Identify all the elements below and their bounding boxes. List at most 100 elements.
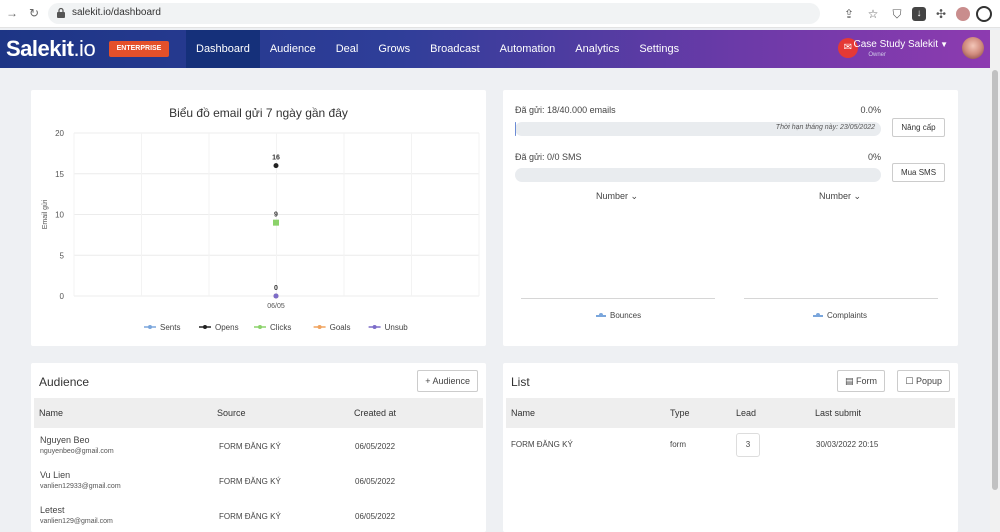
column-header[interactable]: Last submit bbox=[815, 408, 862, 418]
column-header[interactable]: Source bbox=[217, 408, 246, 418]
data-point-unsub bbox=[273, 293, 279, 299]
audience-name[interactable]: Letest bbox=[40, 505, 65, 515]
add-audience-button[interactable]: + Audience bbox=[417, 370, 478, 392]
user-name[interactable]: Case Study Salekit bbox=[853, 39, 939, 50]
profile-icon[interactable] bbox=[956, 7, 970, 21]
forward-icon[interactable]: → bbox=[6, 6, 18, 20]
y-tick-label: 10 bbox=[55, 211, 64, 220]
url-text: salekit.io/dashboard bbox=[72, 7, 161, 18]
nav-item-settings[interactable]: Settings bbox=[639, 43, 680, 55]
chevron-down-icon: ⌄ bbox=[853, 191, 862, 201]
data-label: 16 bbox=[272, 155, 280, 162]
list-name[interactable]: FORM ĐĂNG KÝ bbox=[511, 440, 573, 449]
browser-toolbar: → ↻ salekit.io/dashboard ⇪ ☆ ⛉ ↓ ✣ bbox=[0, 0, 1000, 28]
y-tick-label: 20 bbox=[55, 129, 64, 138]
address-bar[interactable]: salekit.io/dashboard bbox=[48, 3, 820, 24]
plan-badge: ENTERPRISE bbox=[109, 41, 169, 57]
table-row[interactable]: Letest vanlien129@gmail.com FORM ĐĂNG KÝ 06… bbox=[31, 505, 486, 532]
legend-marker-icon bbox=[258, 325, 262, 329]
legend-label: Sents bbox=[160, 323, 180, 332]
buy-sms-button[interactable]: Mua SMS bbox=[892, 163, 945, 182]
audience-created: 06/05/2022 bbox=[355, 512, 396, 521]
audience-created: 06/05/2022 bbox=[355, 477, 396, 486]
audience-card: Audience + Audience Name Source Created … bbox=[31, 363, 486, 532]
nav-item-automation[interactable]: Automation bbox=[499, 43, 556, 55]
audience-name[interactable]: Vu Lien bbox=[40, 470, 71, 480]
legend-marker-icon bbox=[813, 312, 823, 317]
sending-stats-card: Đã gửi: 18/40.000 emails 0.0% Thời hạn t… bbox=[503, 90, 958, 346]
audience-email: vanlien12933@gmail.com bbox=[40, 483, 121, 490]
audience-created: 06/05/2022 bbox=[355, 442, 396, 451]
sms-sent-label: Đã gửi: 0/0 SMS bbox=[515, 152, 582, 162]
table-row[interactable]: Nguyen Beo nguyenbeo@gmail.com FORM ĐĂNG K… bbox=[31, 435, 486, 469]
audience-source: FORM ĐĂNG KÝ bbox=[219, 512, 281, 521]
audience-source: FORM ĐĂNG KÝ bbox=[219, 477, 281, 486]
lock-icon bbox=[57, 7, 65, 18]
table-row[interactable]: FORM ĐĂNG KÝ form 3 30/03/2022 20:15 bbox=[503, 432, 958, 460]
star-icon[interactable]: ☆ bbox=[867, 7, 879, 21]
lead-count[interactable]: 3 bbox=[736, 433, 760, 457]
circle-icon[interactable] bbox=[976, 6, 992, 22]
legend-marker-icon bbox=[372, 325, 377, 329]
legend-marker-icon bbox=[317, 325, 322, 329]
mail-icon[interactable]: ✉ bbox=[838, 38, 858, 58]
legend-label: Unsub bbox=[385, 323, 409, 332]
extensions-icon[interactable]: ✣ bbox=[935, 7, 947, 21]
data-point-opens bbox=[273, 163, 279, 169]
metric-dropdown-right[interactable]: Number ⌄ bbox=[819, 191, 862, 201]
list-card: List ▤ Form ☐ Popup Name Type Lead Last … bbox=[503, 363, 958, 532]
sms-sent-percent: 0% bbox=[867, 152, 881, 162]
scroll-thumb[interactable] bbox=[992, 70, 998, 490]
form-icon: ▤ bbox=[844, 376, 854, 386]
download-icon[interactable]: ↓ bbox=[912, 7, 926, 21]
list-type: form bbox=[670, 440, 686, 449]
legend-label: Opens bbox=[215, 323, 239, 332]
y-tick-label: 0 bbox=[60, 292, 65, 301]
main-menu: Dashboard Audience Deal Grows Broadcast Autom… bbox=[186, 30, 689, 68]
data-label: 0 bbox=[274, 285, 278, 292]
legend-marker-icon bbox=[203, 325, 207, 329]
nav-item-grows[interactable]: Grows bbox=[378, 43, 411, 55]
legend-marker-icon bbox=[148, 325, 152, 329]
nav-item-audience[interactable]: Audience bbox=[269, 43, 316, 55]
shield-icon[interactable]: ⛉ bbox=[892, 7, 902, 21]
user-role: Owner bbox=[868, 52, 886, 58]
column-header[interactable]: Lead bbox=[736, 408, 757, 418]
chevron-down-icon: ⌄ bbox=[630, 191, 639, 201]
reload-icon[interactable]: ↻ bbox=[28, 6, 40, 20]
caret-down-icon[interactable]: ▼ bbox=[940, 40, 948, 49]
audience-name[interactable]: Nguyen Beo bbox=[40, 435, 90, 445]
popup-button[interactable]: ☐ Popup bbox=[897, 370, 950, 392]
audience-email: vanlien129@gmail.com bbox=[40, 518, 113, 525]
form-button[interactable]: ▤ Form bbox=[836, 370, 885, 392]
bounces-legend[interactable]: Bounces bbox=[596, 311, 641, 320]
share-icon[interactable]: ⇪ bbox=[843, 7, 855, 21]
email-sent-percent: 0.0% bbox=[860, 105, 881, 115]
nav-item-dashboard[interactable]: Dashboard bbox=[186, 30, 260, 68]
table-row[interactable]: Vu Lien vanlien12933@gmail.com FORM ĐĂNG K… bbox=[31, 470, 486, 504]
metric-dropdown-left[interactable]: Number ⌄ bbox=[596, 191, 639, 201]
complaints-legend[interactable]: Complaints bbox=[813, 311, 867, 320]
upgrade-button[interactable]: Nâng cấp bbox=[892, 118, 945, 137]
avatar[interactable] bbox=[962, 37, 984, 59]
page-scrollbar[interactable] bbox=[990, 30, 1000, 532]
list-table-header: Name Type Lead Last submit bbox=[506, 398, 955, 428]
salekit-logo[interactable]: Salekit.io bbox=[6, 36, 96, 61]
x-tick-label: 06/05 bbox=[267, 303, 285, 310]
y-tick-label: 5 bbox=[60, 251, 65, 260]
y-axis-label: Email gửi bbox=[41, 199, 49, 229]
complaints-axis bbox=[744, 298, 938, 299]
column-header[interactable]: Name bbox=[511, 408, 536, 418]
audience-title: Audience bbox=[39, 375, 90, 389]
list-title: List bbox=[511, 375, 530, 389]
y-tick-label: 15 bbox=[55, 170, 64, 179]
column-header[interactable]: Name bbox=[39, 408, 64, 418]
nav-item-analytics[interactable]: Analytics bbox=[575, 43, 620, 55]
data-point-clicks bbox=[273, 219, 279, 226]
nav-item-broadcast[interactable]: Broadcast bbox=[430, 43, 480, 55]
nav-item-deal[interactable]: Deal bbox=[335, 43, 359, 55]
list-last-submit: 30/03/2022 20:15 bbox=[816, 440, 879, 449]
legend-label: Clicks bbox=[270, 323, 291, 332]
column-header[interactable]: Created at bbox=[354, 408, 397, 418]
column-header[interactable]: Type bbox=[670, 408, 690, 418]
